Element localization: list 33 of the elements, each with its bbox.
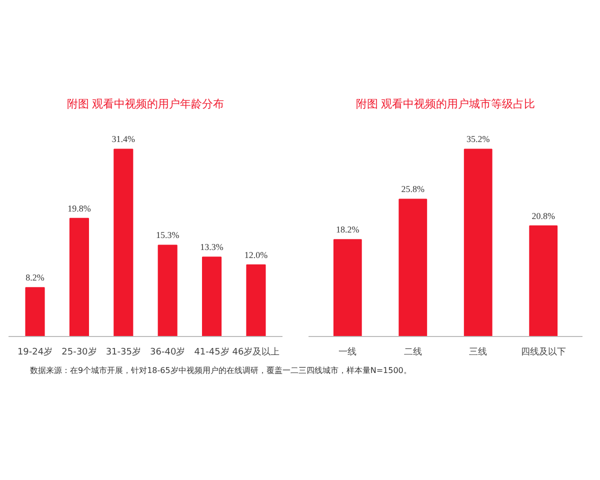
data-label: 15.3% <box>156 230 180 240</box>
data-label: 8.2% <box>26 272 45 283</box>
data-label: 35.2% <box>466 134 490 144</box>
x-tick-label: 二线 <box>404 346 422 358</box>
bar <box>114 148 134 336</box>
data-label: 20.8% <box>532 210 556 221</box>
x-tick-label: 三线 <box>469 346 488 358</box>
bar <box>158 244 178 336</box>
data-label: 18.2% <box>336 224 360 235</box>
bar <box>202 256 222 336</box>
data-label: 13.3% <box>200 242 224 252</box>
x-tick-label: 19-24岁 <box>17 346 53 358</box>
bar <box>25 287 45 336</box>
x-tick-label: 25-30岁 <box>62 346 97 358</box>
x-tick-label: 36-40岁 <box>150 346 186 358</box>
chart-title: 附图 观看中视频的用户城市等级占比 <box>356 98 536 110</box>
x-tick-label: 一线 <box>338 346 357 358</box>
bar <box>398 198 428 336</box>
data-label: 12.0% <box>244 250 268 260</box>
chart-title: 附图 观看中视频的用户年龄分布 <box>66 98 224 110</box>
x-tick-label: 四线及以下 <box>520 346 566 358</box>
bar <box>464 148 492 336</box>
bar <box>69 218 89 336</box>
x-tick-label: 31-35岁 <box>106 346 141 358</box>
bar <box>333 239 362 336</box>
source-note: 数据来源：在9个城市开展，针对18-65岁中视频用户的在线调研，覆盖一二三四线城市，样本量N=1500。 <box>30 365 412 376</box>
bar <box>529 225 558 336</box>
data-label: 19.8% <box>68 203 92 214</box>
data-label: 25.8% <box>401 184 426 194</box>
x-tick-label: 46岁及以上 <box>232 346 280 358</box>
bar <box>246 264 266 336</box>
data-label: 31.4% <box>112 134 136 144</box>
x-tick-label: 41-45岁 <box>194 346 230 358</box>
